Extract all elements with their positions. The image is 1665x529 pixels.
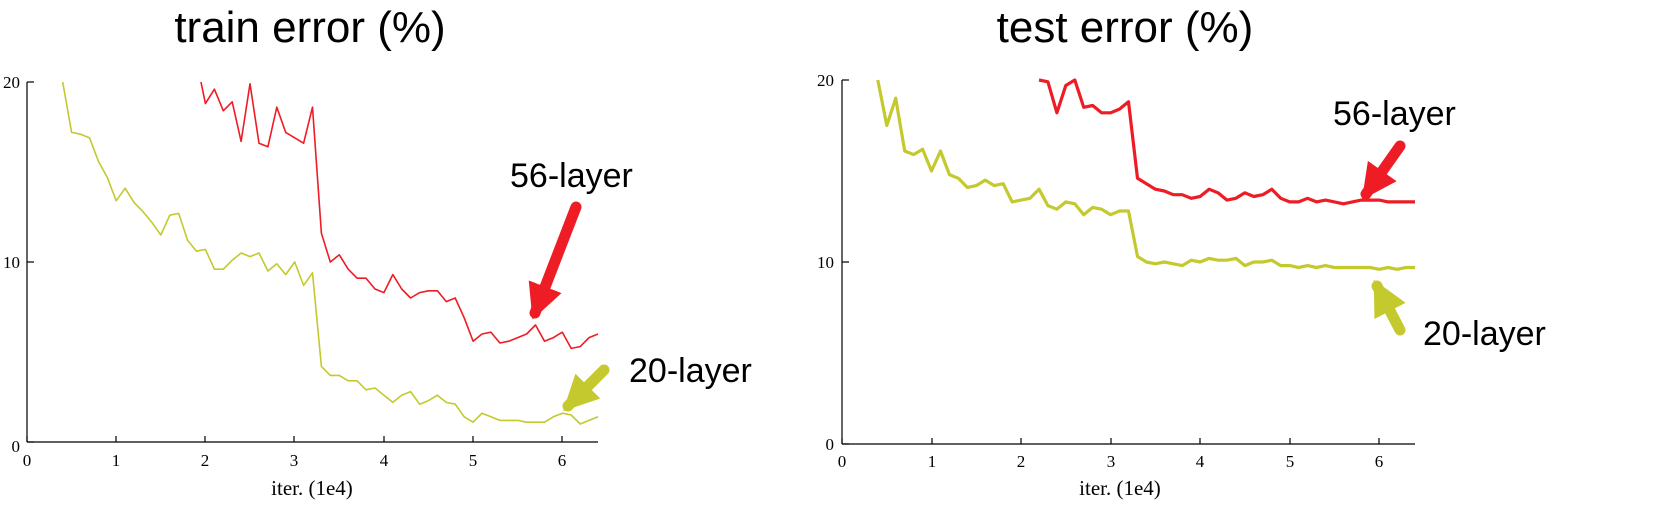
series-line-20-layer <box>61 81 599 425</box>
56-layer-arrow <box>528 201 582 320</box>
train-error-panel: train error (%) 0 10 20 0 1 2 3 4 5 6 <box>3 3 752 500</box>
x-axis-label: iter. (1e4) <box>271 476 353 500</box>
y-tick-label: 0 <box>12 437 21 456</box>
series-line-20-layer <box>876 79 1415 271</box>
x-tick-label: 2 <box>1017 452 1026 471</box>
20-layer-arrow <box>1371 279 1406 336</box>
x-tick-label: 3 <box>290 451 299 470</box>
series-group <box>876 78 1415 271</box>
x-tick-label: 6 <box>1375 452 1384 471</box>
y-tick-label: 0 <box>826 435 835 454</box>
x-tick-label: 4 <box>380 451 389 470</box>
chart-title: test error (%) <box>997 3 1254 52</box>
x-tick-label: 1 <box>928 452 937 471</box>
x-tick-label: 6 <box>558 451 567 470</box>
y-tick-label: 10 <box>817 253 834 272</box>
chart-title: train error (%) <box>174 3 445 52</box>
x-tick-label: 3 <box>1107 452 1116 471</box>
y-ticks: 0 10 20 <box>3 73 34 456</box>
series-line-56-layer <box>200 81 599 350</box>
x-tick-label: 5 <box>469 451 478 470</box>
series-group <box>61 81 599 425</box>
20-layer-arrow <box>562 364 610 412</box>
y-ticks: 0 10 20 <box>817 71 849 454</box>
y-tick-label: 10 <box>3 253 20 272</box>
x-tick-label: 2 <box>201 451 210 470</box>
x-tick-label: 1 <box>112 451 121 470</box>
x-tick-label: 5 <box>1286 452 1295 471</box>
x-ticks: 0 1 2 3 4 5 6 <box>23 436 567 470</box>
x-tick-label: 0 <box>23 451 32 470</box>
x-tick-label: 4 <box>1196 452 1205 471</box>
56-layer-annotation: 56-layer <box>1333 95 1456 133</box>
x-ticks: 0 1 2 3 4 5 6 <box>838 438 1384 471</box>
x-axis-label: iter. (1e4) <box>1079 476 1161 500</box>
y-tick-label: 20 <box>817 71 834 90</box>
20-layer-annotation: 20-layer <box>1423 315 1546 353</box>
56-layer-arrow <box>1360 140 1406 200</box>
20-layer-annotation: 20-layer <box>629 352 752 390</box>
y-tick-label: 20 <box>3 73 20 92</box>
56-layer-annotation: 56-layer <box>510 157 633 195</box>
test-error-panel: test error (%) 0 10 20 0 1 2 3 4 5 6 <box>817 3 1546 500</box>
series-line-56-layer <box>1038 78 1415 206</box>
x-tick-label: 0 <box>838 452 847 471</box>
